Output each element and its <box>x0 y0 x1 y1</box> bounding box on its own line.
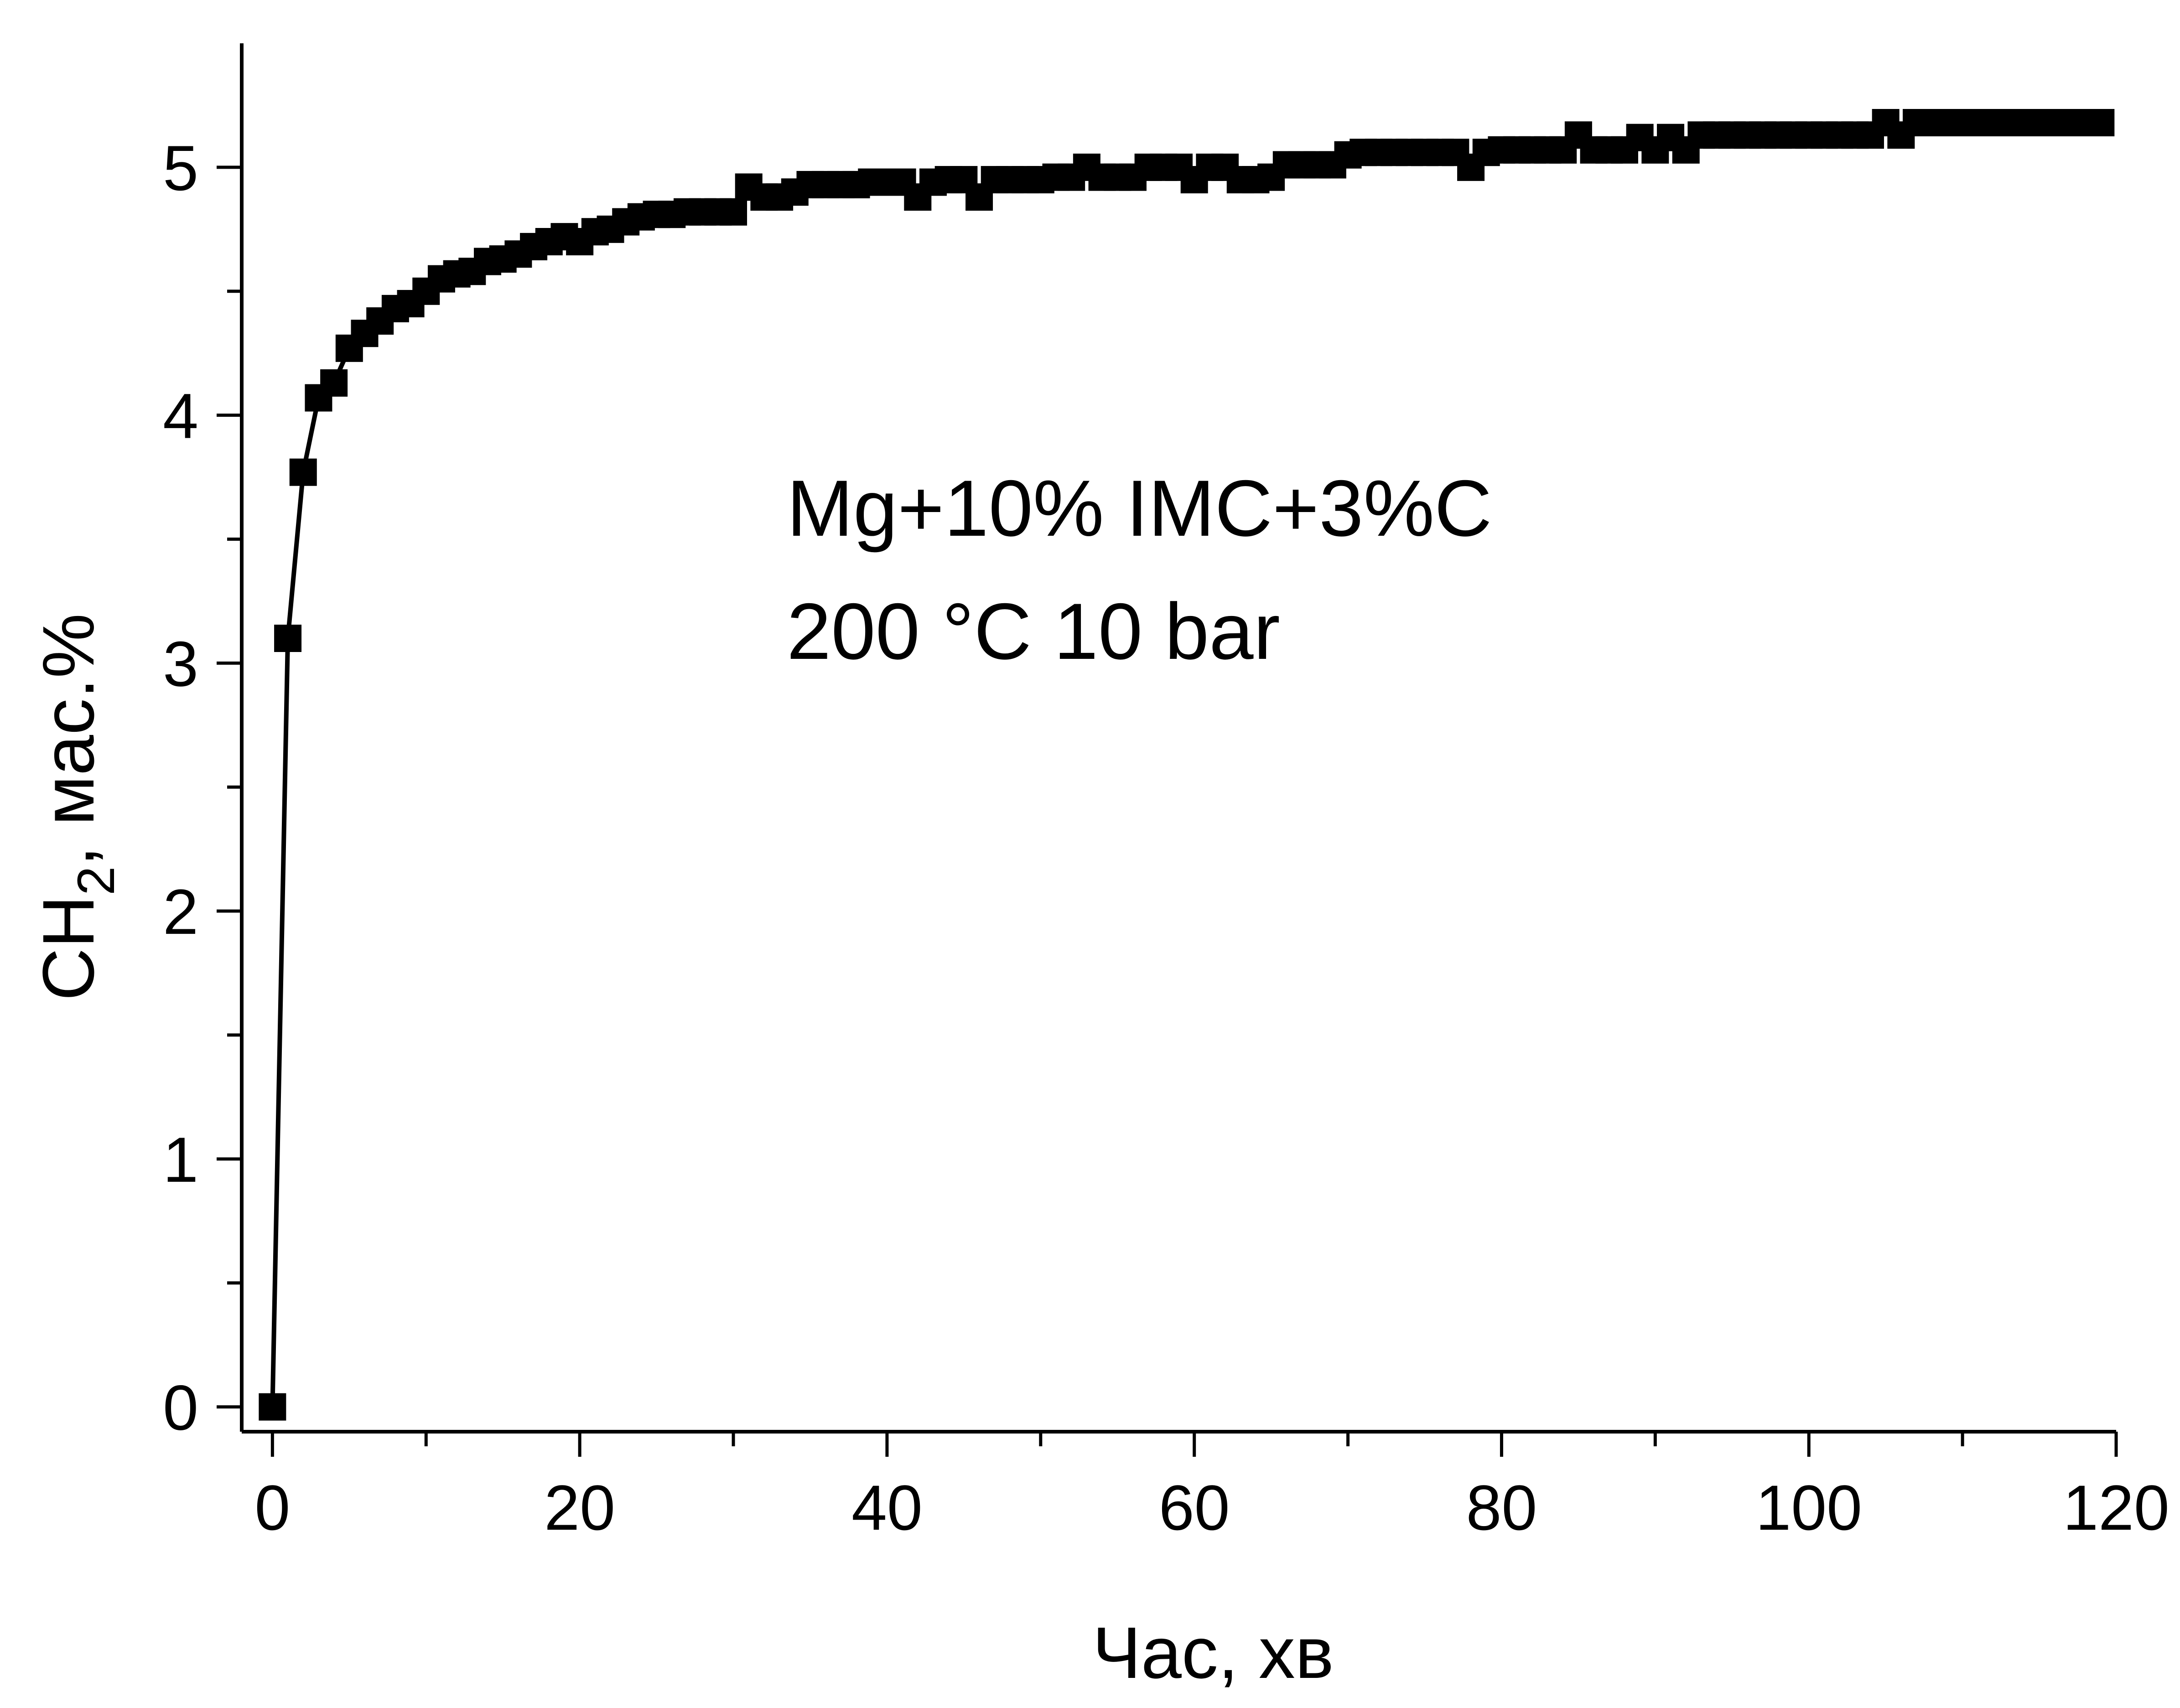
y-tick-label: 2 <box>163 876 198 947</box>
series-line <box>270 119 2101 1407</box>
y-tick-label: 0 <box>163 1372 198 1444</box>
data-point <box>259 1393 286 1421</box>
data-point <box>274 625 302 652</box>
x-tick-label: 120 <box>2063 1472 2170 1543</box>
data-point <box>720 198 747 226</box>
y-tick-label: 5 <box>163 132 198 204</box>
y-axis-title-prefix: C <box>27 948 109 1001</box>
y-axis-title-base: H <box>27 895 109 948</box>
x-tick-label: 100 <box>1755 1472 1862 1543</box>
data-point <box>320 369 348 397</box>
x-tick-label: 0 <box>254 1472 290 1543</box>
y-axis-title: CH2, мас.% <box>27 613 125 1001</box>
x-tick-label: 80 <box>1466 1472 1537 1543</box>
y-tick-label: 3 <box>163 628 198 699</box>
x-tick-label: 20 <box>544 1472 615 1543</box>
plot-area <box>259 109 2115 1421</box>
data-point <box>2087 109 2115 136</box>
x-tick-label: 60 <box>1159 1472 1230 1543</box>
annotation-composition: Mg+10% IMC+3%C <box>787 464 1492 553</box>
x-tick-label: 40 <box>851 1472 923 1543</box>
y-tick-label: 4 <box>163 380 198 452</box>
x-axis-title: Час, хв <box>1092 1612 1334 1693</box>
y-tick-label: 1 <box>163 1124 198 1196</box>
axes: 0 20 40 60 80 100 120 0 1 2 3 4 5 <box>163 43 2170 1543</box>
annotation-conditions: 200 °C 10 bar <box>787 587 1280 676</box>
y-axis-title-subscript: 2 <box>67 866 125 895</box>
data-point <box>289 458 317 486</box>
y-axis-title-suffix: , мас.% <box>27 613 109 866</box>
